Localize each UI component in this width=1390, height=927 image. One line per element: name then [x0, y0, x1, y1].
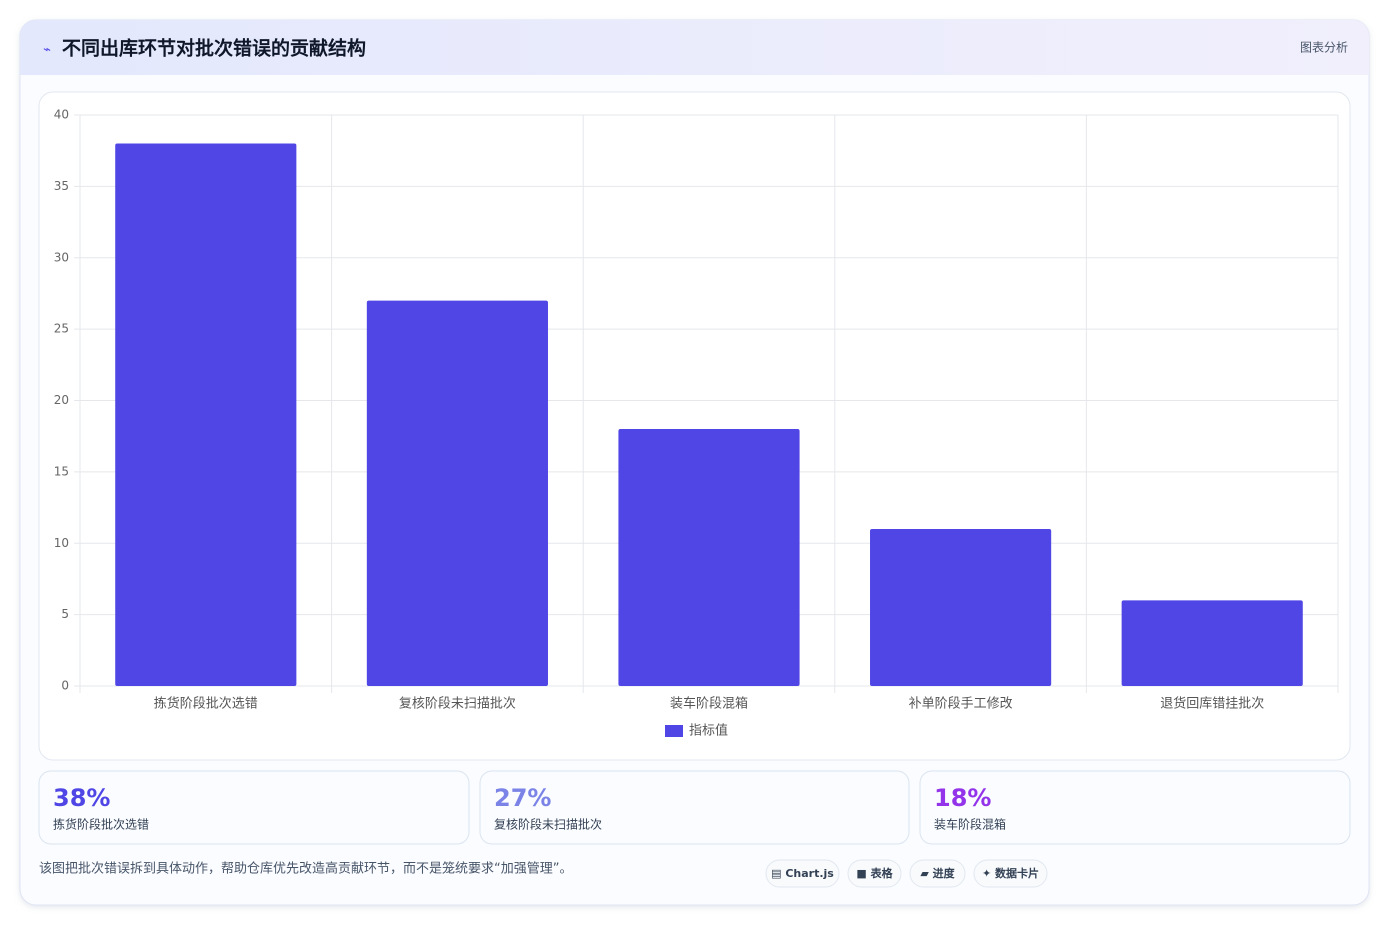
header-icon: ⌁ [43, 43, 51, 58]
y-tick-label: 15 [54, 464, 69, 478]
bar [870, 528, 1052, 686]
y-tick-label: 40 [54, 108, 69, 122]
stat-card [38, 770, 470, 845]
stat-card [479, 770, 910, 845]
tag-pill [973, 859, 1048, 888]
bar [618, 429, 800, 686]
y-tick-label: 0 [61, 679, 69, 693]
stat-label: 拣货阶段批次选错 [53, 817, 149, 832]
y-tick-label: 10 [54, 536, 69, 550]
y-tick-label: 20 [54, 393, 69, 407]
tag: ▰ 进度 [920, 866, 955, 880]
y-tick-label: 30 [54, 250, 69, 264]
stat-value: 38% [53, 784, 110, 812]
header-title: 不同出库环节对批次错误的贡献结构 [62, 37, 366, 60]
plot: 0 5 10 15 20 25 30 35 40 拣货阶段批次选错 复核阶段未扫描批次 装车阶段混箱 补… [54, 108, 1339, 739]
tag-pill [765, 859, 840, 888]
tag: ✦ 数据卡片 [982, 866, 1039, 880]
y-tick-label: 5 [61, 607, 69, 621]
x-tick-label: 补单阶段手工修改 [909, 697, 1013, 712]
bar [1121, 600, 1303, 686]
card-header [20, 20, 1369, 75]
x-tick-label: 拣货阶段批次选错 [154, 696, 258, 712]
stat-value: 27% [494, 784, 551, 812]
tag-pill [909, 859, 966, 888]
y-tick-label: 35 [54, 179, 69, 193]
stat-card [919, 770, 1351, 845]
legend-swatch [665, 725, 683, 737]
legend-label: 指标值 [689, 723, 728, 739]
y-tick-label: 25 [54, 322, 69, 336]
x-tick-label: 装车阶段混箱 [670, 696, 748, 712]
bar [115, 143, 297, 687]
stat-label: 复核阶段未扫描批次 [494, 817, 602, 832]
header-badge: 图表分析 [1300, 41, 1348, 55]
footer-note: 该图把批次错误拆到具体动作，帮助仓库优先改造高贡献环节，而不是笼统要求“加强管理… [39, 861, 572, 877]
bar [366, 300, 548, 686]
tag-pill [847, 859, 902, 888]
tag: ▤ Chart.js [771, 867, 834, 880]
stat-label: 装车阶段混箱 [934, 817, 1006, 832]
x-tick-label: 复核阶段未扫描批次 [399, 696, 516, 712]
tag: ■ 表格 [856, 866, 893, 880]
x-tick-label: 退货回库错挂批次 [1160, 696, 1264, 712]
stat-value: 18% [934, 784, 991, 812]
